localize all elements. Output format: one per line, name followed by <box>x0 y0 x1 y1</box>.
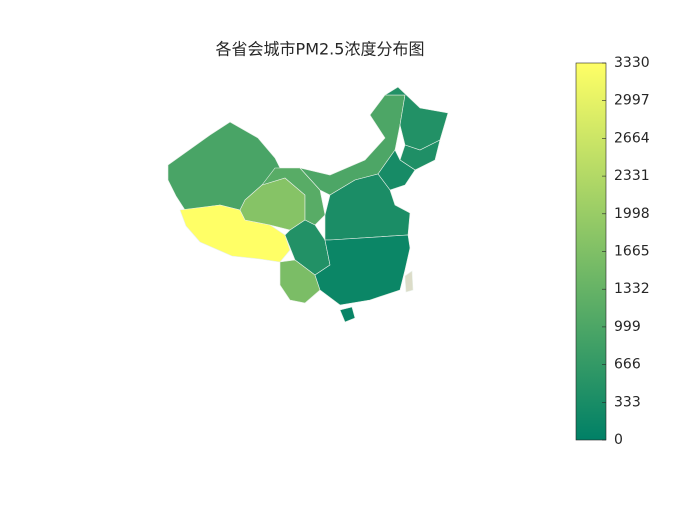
region <box>314 234 411 306</box>
colorbar-tick-label: 1665 <box>614 244 650 260</box>
region <box>339 306 356 323</box>
region <box>404 270 414 293</box>
colorbar-tick-label: 1332 <box>614 281 650 297</box>
region <box>279 259 321 304</box>
colorbar-tick-label: 333 <box>614 394 641 410</box>
colorbar-tick-label: 0 <box>614 432 623 448</box>
colorbar-tick-label: 999 <box>614 319 641 335</box>
colorbar-tick-label: 2331 <box>614 168 650 184</box>
region <box>261 167 326 226</box>
colorbar-tick-label: 3330 <box>614 55 650 71</box>
colorbar-tick-label: 1998 <box>614 206 650 222</box>
colorbar-tick-label: 2997 <box>614 93 650 109</box>
colorbar <box>575 62 607 441</box>
chart-title: 各省会城市PM2.5浓度分布图 <box>216 40 425 59</box>
map <box>167 86 449 323</box>
colorbar-tick-label: 666 <box>614 357 641 373</box>
colorbar-tick-label: 2664 <box>614 130 650 146</box>
